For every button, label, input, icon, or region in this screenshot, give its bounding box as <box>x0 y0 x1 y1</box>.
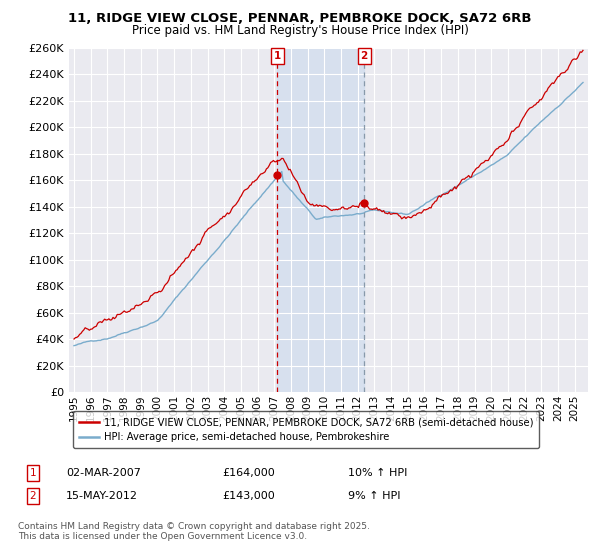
Text: 9% ↑ HPI: 9% ↑ HPI <box>348 491 401 501</box>
Text: 2: 2 <box>29 491 37 501</box>
Text: 15-MAY-2012: 15-MAY-2012 <box>66 491 138 501</box>
Text: 11, RIDGE VIEW CLOSE, PENNAR, PEMBROKE DOCK, SA72 6RB: 11, RIDGE VIEW CLOSE, PENNAR, PEMBROKE D… <box>68 12 532 25</box>
Text: Price paid vs. HM Land Registry's House Price Index (HPI): Price paid vs. HM Land Registry's House … <box>131 24 469 36</box>
Text: 10% ↑ HPI: 10% ↑ HPI <box>348 468 407 478</box>
Text: 1: 1 <box>274 51 281 61</box>
Text: 1: 1 <box>29 468 37 478</box>
Legend: 11, RIDGE VIEW CLOSE, PENNAR, PEMBROKE DOCK, SA72 6RB (semi-detached house), HPI: 11, RIDGE VIEW CLOSE, PENNAR, PEMBROKE D… <box>73 411 539 449</box>
Text: Contains HM Land Registry data © Crown copyright and database right 2025.
This d: Contains HM Land Registry data © Crown c… <box>18 522 370 542</box>
Text: £164,000: £164,000 <box>222 468 275 478</box>
Text: £143,000: £143,000 <box>222 491 275 501</box>
Bar <box>277 48 364 392</box>
Text: 2: 2 <box>361 51 368 61</box>
Text: 02-MAR-2007: 02-MAR-2007 <box>66 468 141 478</box>
